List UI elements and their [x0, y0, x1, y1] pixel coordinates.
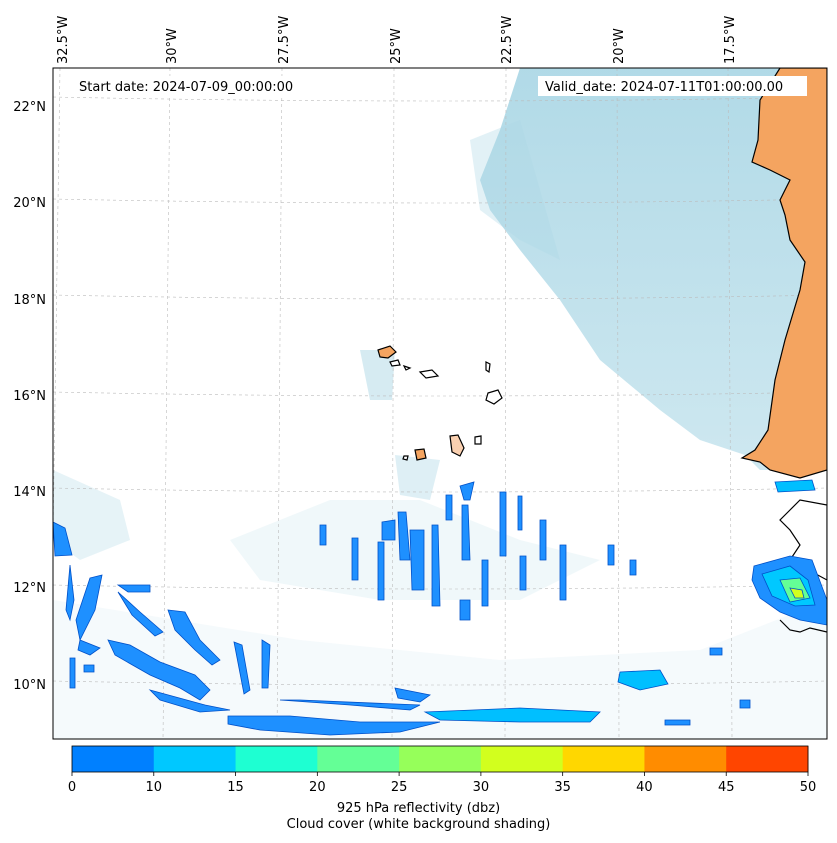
colorbar-segment [726, 746, 809, 772]
lon-label: 17.5°W [723, 16, 738, 64]
colorbar-segment [480, 746, 564, 772]
colorbar-segment [562, 746, 645, 772]
lat-label: 10°N [13, 678, 46, 693]
colorbar-segment [399, 746, 482, 772]
valid-date-label: Valid_date: 2024-07-11T01:00:00.00 [545, 80, 783, 95]
colorbar-segment [153, 746, 237, 772]
colorbar: 0 10 15 20 25 30 35 40 45 50 [68, 745, 817, 795]
colorbar-label: 925 hPa reflectivity (dbz) [336, 801, 501, 816]
colorbar-tick-label: 35 [554, 780, 571, 795]
lat-label: 12°N [13, 581, 46, 596]
lat-label: 20°N [13, 196, 46, 211]
colorbar-segment [644, 746, 727, 772]
start-date-box [73, 76, 311, 96]
colorbar-tick-label: 50 [800, 780, 817, 795]
colorbar-tick-label: 30 [473, 780, 490, 795]
lat-label: 18°N [13, 293, 46, 308]
colorbar-tick-label: 15 [227, 780, 244, 795]
colorbar-tick-label: 0 [68, 780, 76, 795]
lat-label: 14°N [13, 485, 46, 500]
colorbar-segment [317, 746, 400, 772]
lon-label: 22.5°W [500, 16, 515, 64]
colorbar-tick-label: 40 [636, 780, 653, 795]
lat-label: 16°N [13, 389, 46, 404]
start-date-label: Start date: 2024-07-09_00:00:00 [79, 80, 293, 95]
cabo-verde-islands [377, 345, 503, 461]
colorbar-sublabel: Cloud cover (white background shading) [286, 817, 551, 832]
cloud-cover-shading [53, 68, 827, 739]
lon-label: 20°W [612, 28, 627, 64]
africa-coast [740, 68, 827, 479]
lon-label: 25°W [389, 28, 404, 64]
lon-label: 32.5°W [56, 16, 71, 64]
colorbar-frame [71, 745, 809, 773]
valid-date-box [538, 76, 807, 96]
colorbar-tick-label: 10 [146, 780, 163, 795]
colorbar-segment [235, 746, 318, 772]
map-frame [52, 67, 828, 740]
lon-label: 30°W [165, 28, 180, 64]
latitude-labels: 22°N 20°N 18°N 16°N 14°N 12°N 10°N [13, 100, 46, 693]
graticule [53, 68, 827, 739]
longitude-labels: 32.5°W 30°W 27.5°W 25°W 22.5°W 20°W 17.5… [56, 16, 738, 64]
colorbar-title: 925 hPa reflectivity (dbz) Cloud cover (… [0, 801, 837, 833]
reflectivity-echoes [53, 479, 827, 736]
colorbar-tick-label: 25 [391, 780, 408, 795]
lat-label: 22°N [13, 100, 46, 115]
colorbar-tick-label: 45 [718, 780, 735, 795]
lon-label: 27.5°W [277, 16, 292, 64]
colorbar-segment [72, 746, 155, 772]
colorbar-tick-label: 20 [309, 780, 326, 795]
map-panel [53, 68, 827, 739]
